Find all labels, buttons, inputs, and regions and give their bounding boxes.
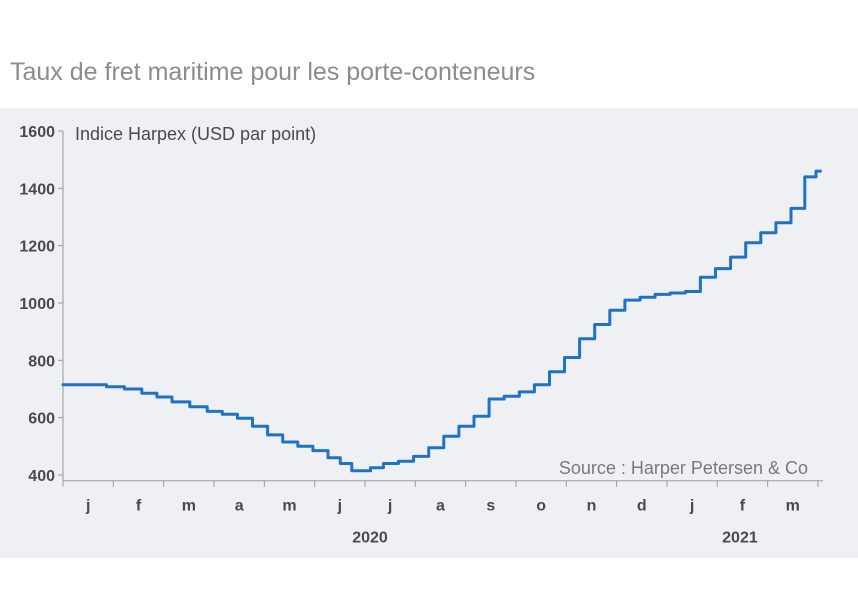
x-tick-label: d: [637, 498, 647, 515]
x-tick-label: j: [85, 498, 90, 515]
y-tick-label: 400: [28, 468, 55, 485]
y-tick-label: 1400: [19, 181, 55, 198]
series-line: [61, 169, 822, 473]
year-label: 2021: [722, 530, 758, 547]
axes: [62, 131, 823, 482]
x-tick-label: m: [182, 498, 196, 515]
x-tick-label: s: [486, 498, 495, 515]
y-tick-label: 800: [28, 353, 55, 370]
y-tick-label: 1600: [19, 124, 55, 141]
x-ticks: j f m a m j j a s o n d j f m 2020 2021: [62, 480, 819, 547]
x-tick-label: m: [282, 498, 296, 515]
y-tick-label: 1000: [19, 296, 55, 313]
x-tick-label: n: [587, 498, 597, 515]
series-group: [61, 169, 822, 473]
y-tick-label: 1200: [19, 239, 55, 256]
chart-title: Taux de fret maritime pour les porte-con…: [10, 58, 536, 86]
x-tick-label: j: [689, 498, 694, 515]
x-tick-label: m: [786, 498, 800, 515]
x-tick-label: a: [235, 498, 244, 515]
x-tick-label: f: [740, 498, 746, 515]
y-tick-label: 600: [28, 411, 55, 428]
source-note: Source : Harper Petersen & Co: [559, 458, 808, 478]
x-tick-label: a: [436, 498, 445, 515]
y-axis-label: Indice Harpex (USD par point): [75, 124, 316, 144]
y-ticks: 400 600 800 1000 1200 1400 1600: [19, 124, 63, 485]
x-tick-label: j: [337, 498, 342, 515]
x-tick-label: j: [387, 498, 392, 515]
x-tick-label: f: [136, 498, 142, 515]
x-tick-label: o: [536, 498, 546, 515]
year-label: 2020: [352, 530, 388, 547]
plot-background: [0, 108, 858, 558]
